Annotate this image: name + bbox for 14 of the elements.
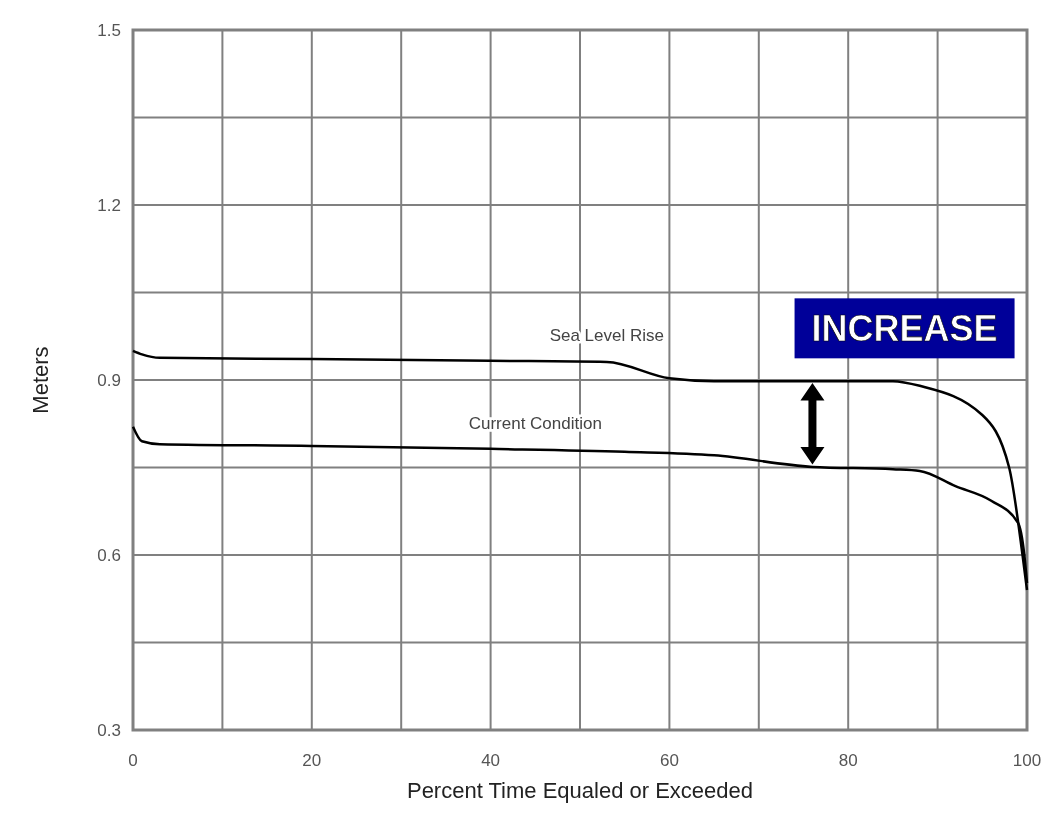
y-tick-label: 0.6: [97, 546, 121, 565]
x-tick-label: 60: [659, 751, 679, 770]
x-tick-label: 80: [838, 751, 858, 770]
x-tick-label: 40: [481, 751, 501, 770]
x-tick-label: 0: [128, 751, 138, 770]
x-axis-title: Percent Time Equaled or Exceeded: [406, 778, 754, 803]
y-tick-label: 1.2: [97, 196, 121, 215]
y-tick-label: 1.5: [97, 21, 121, 40]
x-tick-label: 20: [302, 751, 322, 770]
y-tick-label: 0.9: [97, 371, 121, 390]
x-tick-label: 100: [1012, 751, 1042, 770]
y-axis-title: Meters: [28, 346, 53, 414]
annotation: INCREASE: [811, 308, 998, 350]
y-tick-label: 0.3: [97, 721, 121, 740]
